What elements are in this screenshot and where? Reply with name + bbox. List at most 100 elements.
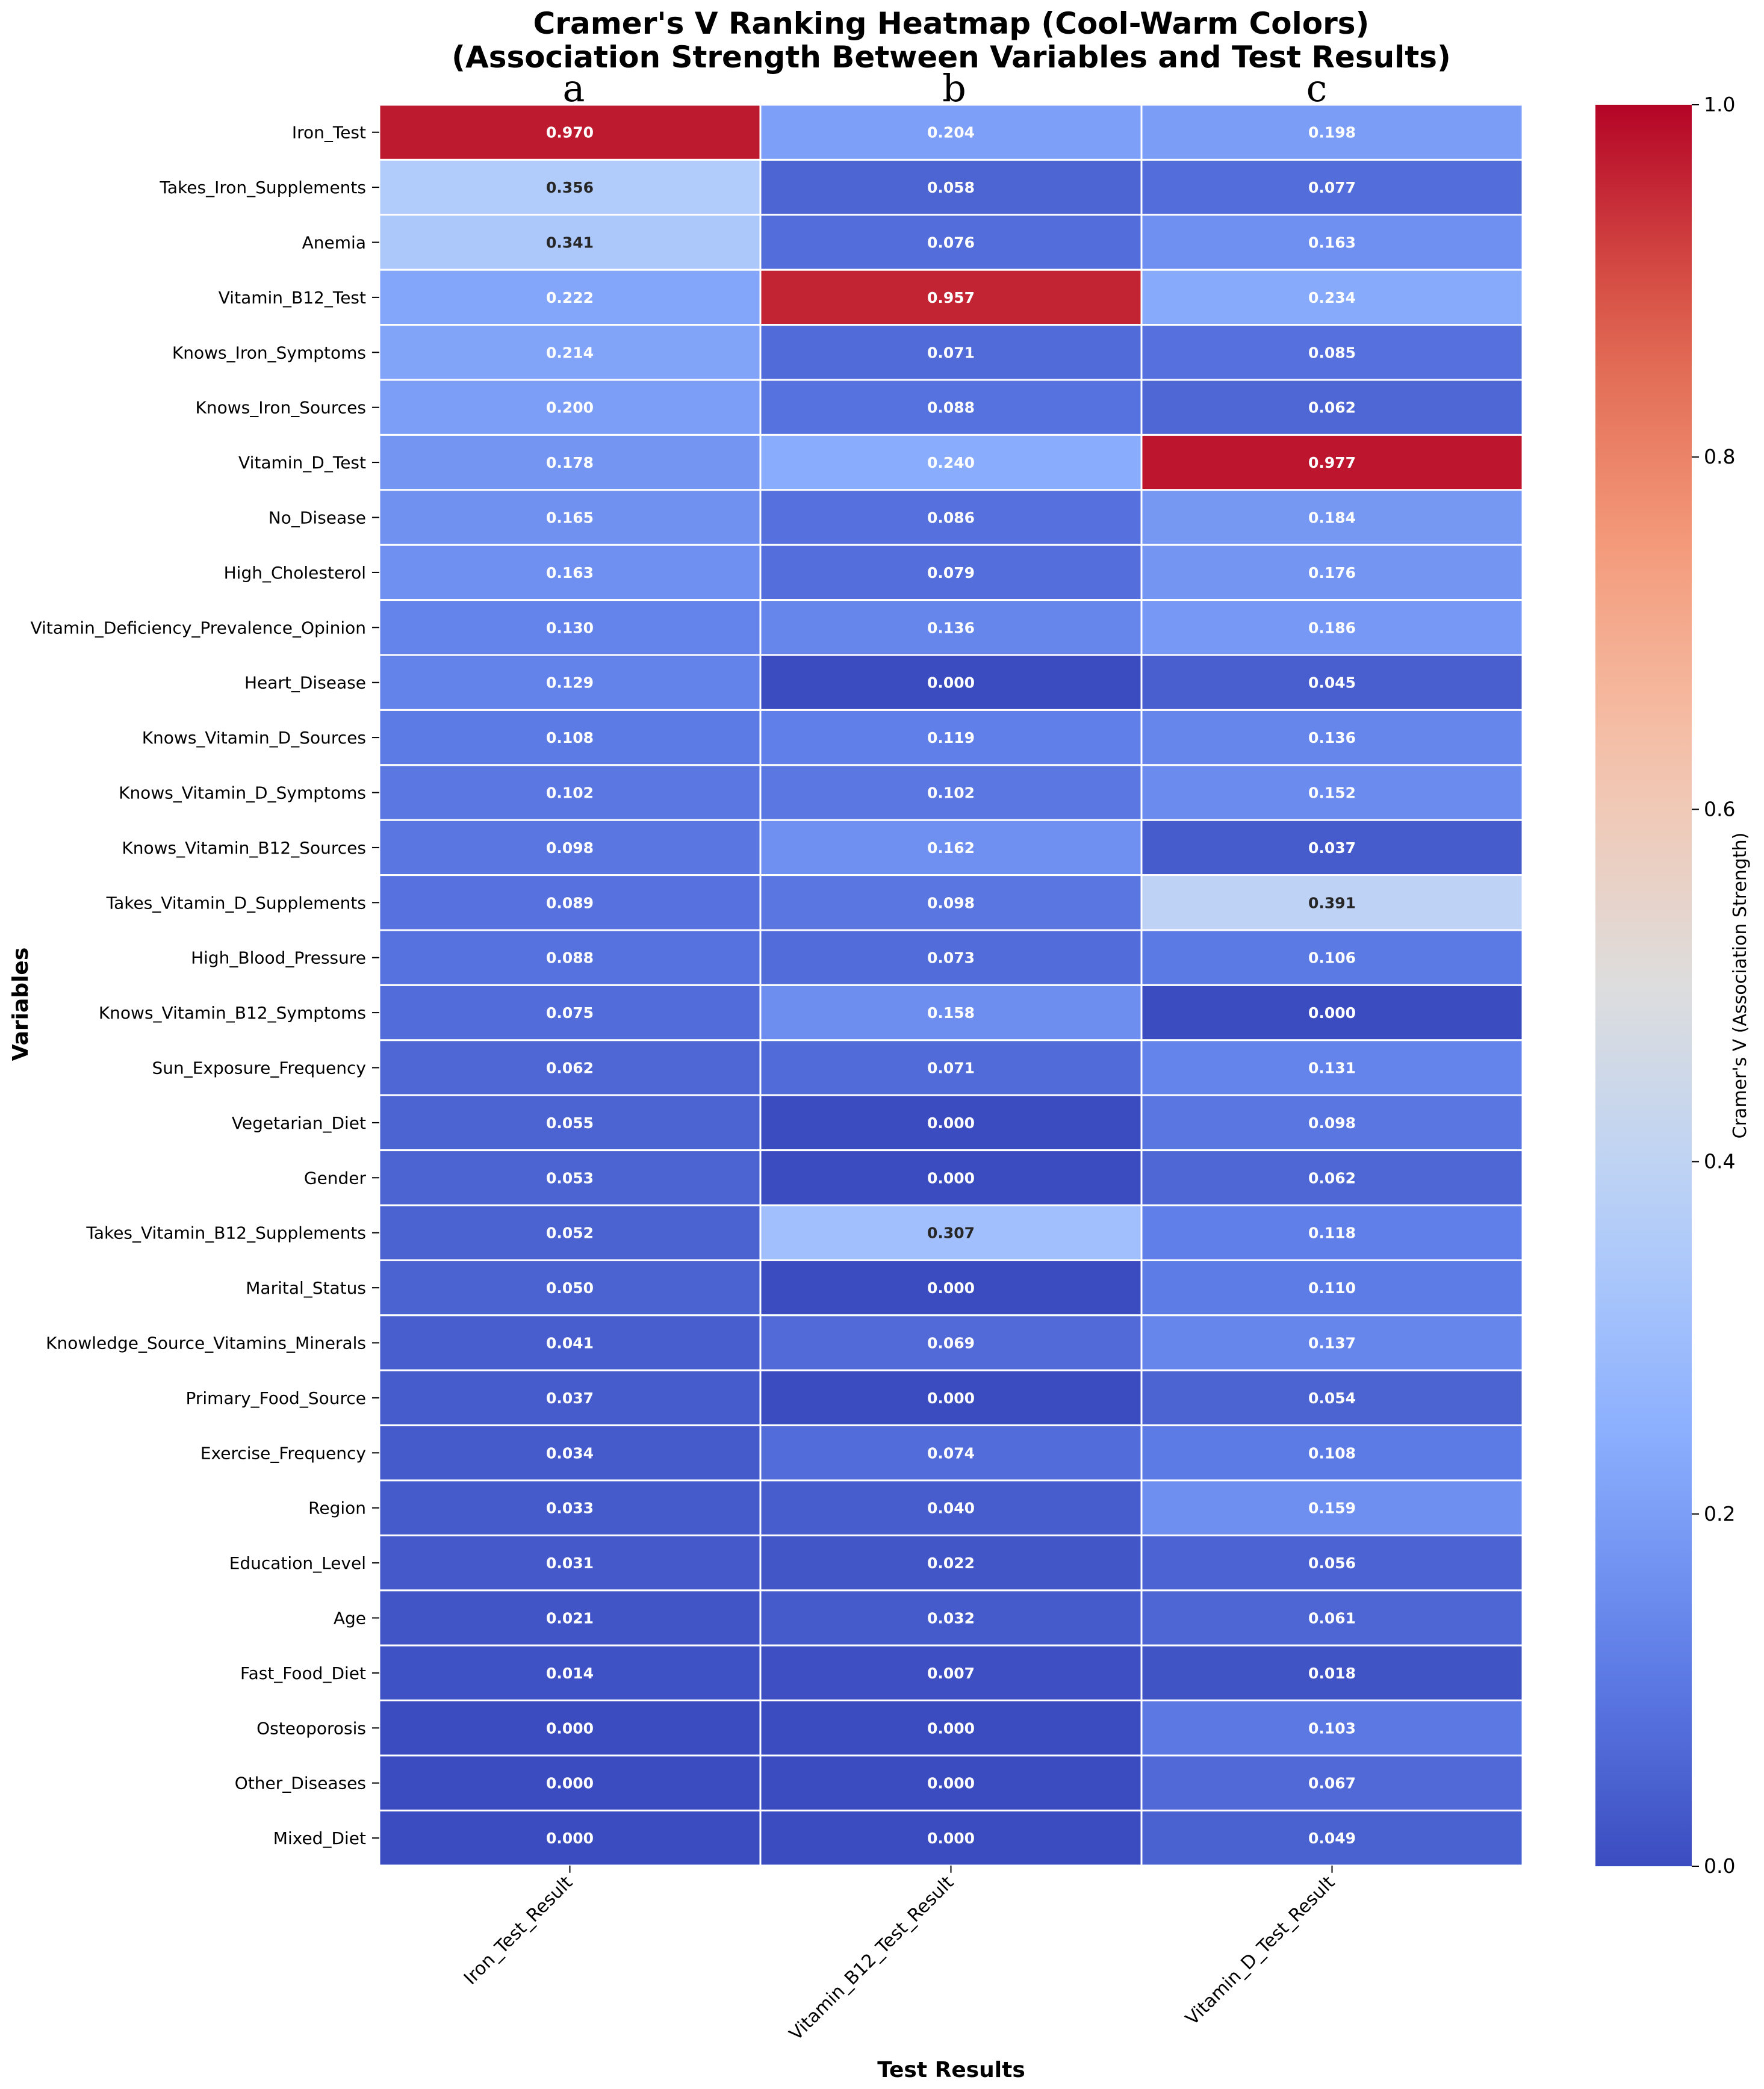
cell-value-label: 0.074	[927, 1444, 975, 1462]
cell-value-label: 0.000	[546, 1775, 594, 1792]
cell-value-label: 0.033	[546, 1500, 594, 1517]
heatmap-cell	[378, 1534, 762, 1592]
cell-value-label: 0.136	[1308, 729, 1356, 747]
row-label: Education_Level	[229, 1553, 366, 1573]
cell-value-label: 0.163	[1308, 234, 1356, 252]
row-label: Knows_Vitamin_B12_Sources	[122, 838, 366, 858]
colorbar-ticks: 0.0 0.2 0.4 0.6 0.8 1.0	[1692, 93, 1735, 1878]
panel-letter-c: c	[1306, 66, 1328, 110]
cell-value-label: 0.071	[927, 1060, 975, 1077]
cell-value-label: 0.040	[927, 1500, 975, 1517]
cell-value-label: 0.130	[546, 619, 594, 636]
heatmap-cell	[1140, 599, 1524, 656]
heatmap-cell	[759, 984, 1143, 1041]
cell-value-label: 0.062	[1308, 399, 1356, 417]
heatmap-cell	[759, 1424, 1143, 1482]
row-label: Takes_Vitamin_D_Supplements	[106, 893, 366, 913]
colorbar-label: Cramer's V (Association Strength)	[1730, 833, 1751, 1139]
cell-value-label: 0.098	[1308, 1114, 1356, 1132]
cell-value-label: 0.176	[1308, 564, 1356, 582]
cell-value-label: 0.021	[546, 1610, 594, 1627]
cell-value-label: 0.032	[927, 1610, 975, 1627]
cell-value-label: 0.136	[927, 619, 975, 636]
cell-value-label: 0.085	[1308, 344, 1356, 361]
cell-value-label: 0.067	[1308, 1775, 1356, 1792]
heatmap-cell	[1140, 158, 1524, 216]
cell-value-label: 0.054	[1308, 1389, 1356, 1407]
chart-title-line-2: (Association Strength Between Variables …	[452, 40, 1451, 75]
cell-value-label: 0.341	[546, 234, 594, 252]
cell-value-label: 0.106	[1308, 949, 1356, 967]
heatmap-cell	[378, 268, 762, 326]
cell-value-label: 0.041	[546, 1335, 594, 1352]
heatmap-cell	[1140, 1259, 1524, 1317]
heatmap-cell	[378, 1699, 762, 1757]
heatmap-cell	[1140, 654, 1524, 711]
cell-value-label: 0.079	[927, 564, 975, 582]
cell-value-label: 0.000	[927, 1114, 975, 1132]
cell-value-label: 0.163	[546, 564, 594, 582]
row-label: High_Cholesterol	[224, 563, 366, 583]
cell-value-label: 0.007	[927, 1665, 975, 1682]
colorbar: 0.0 0.2 0.4 0.6 0.8 1.0 Cramer's V (Associati…	[1595, 93, 1751, 1878]
row-label: Vegetarian_Diet	[232, 1113, 366, 1133]
heatmap-cells: 0.970 0.204 0.198 0.356 0.058 0.077 0.341 0.076…	[378, 104, 1524, 1867]
cell-value-label: 0.108	[546, 729, 594, 747]
cell-value-label: 0.000	[546, 1830, 594, 1847]
cell-value-label: 0.234	[1308, 289, 1356, 306]
cell-value-label: 0.391	[1308, 894, 1356, 911]
heatmap-cell	[1140, 929, 1524, 986]
heatmap-cell	[759, 544, 1143, 601]
row-label: Knows_Vitamin_B12_Symptoms	[99, 1003, 366, 1023]
row-label: Primary_Food_Source	[185, 1388, 366, 1408]
cell-value-label: 0.053	[546, 1169, 594, 1187]
cell-value-label: 0.045	[1308, 674, 1356, 692]
cell-value-label: 0.110	[1308, 1279, 1356, 1297]
heatmap-cell	[1140, 104, 1524, 161]
cell-value-label: 0.018	[1308, 1665, 1356, 1682]
heatmap-cell	[378, 819, 762, 877]
cell-value-label: 0.200	[546, 399, 594, 417]
cell-value-label: 0.137	[1308, 1335, 1356, 1352]
row-label: Knowledge_Source_Vitamins_Minerals	[46, 1333, 366, 1353]
cell-value-label: 0.204	[927, 124, 975, 141]
heatmap-cell	[378, 654, 762, 711]
row-label: Mixed_Diet	[273, 1828, 366, 1848]
cell-value-label: 0.186	[1308, 619, 1356, 636]
heatmap-cell	[1140, 1809, 1524, 1867]
heatmap-cell	[1140, 819, 1524, 877]
cell-value-label: 0.970	[546, 124, 594, 141]
colorbar-tick-label: 0.4	[1704, 1150, 1735, 1173]
cell-value-label: 0.977	[1308, 454, 1356, 471]
heatmap-cell	[378, 1259, 762, 1317]
x-axis-title: Test Results	[877, 2058, 1025, 2082]
cell-value-label: 0.000	[927, 1279, 975, 1297]
cell-value-label: 0.102	[927, 784, 975, 802]
cell-value-label: 0.055	[546, 1114, 594, 1132]
heatmap-cell	[759, 268, 1143, 326]
row-label: High_Blood_Pressure	[191, 948, 366, 968]
cell-value-label: 0.129	[546, 674, 594, 692]
row-label: Age	[334, 1609, 366, 1628]
cell-value-label: 0.098	[927, 894, 975, 911]
row-label: Marital_Status	[246, 1278, 366, 1298]
heatmap-cell	[1140, 1589, 1524, 1647]
heatmap-cell	[1140, 489, 1524, 546]
cell-value-label: 0.077	[1308, 179, 1356, 196]
row-label: Fast_Food_Diet	[240, 1663, 366, 1683]
row-label: Knows_Vitamin_D_Symptoms	[119, 783, 366, 803]
cell-value-label: 0.022	[927, 1554, 975, 1572]
heatmap-cell	[1140, 1644, 1524, 1702]
row-label: Anemia	[302, 233, 366, 253]
cell-value-label: 0.037	[1308, 839, 1356, 857]
cell-value-label: 0.159	[1308, 1500, 1356, 1517]
cell-value-label: 0.108	[1308, 1444, 1356, 1462]
cell-value-label: 0.088	[546, 949, 594, 967]
cell-value-label: 0.162	[927, 839, 975, 857]
heatmap-cell	[1140, 874, 1524, 931]
cell-value-label: 0.356	[546, 179, 594, 196]
heatmap-cell	[1140, 1424, 1524, 1482]
cell-value-label: 0.076	[927, 234, 975, 252]
cell-value-label: 0.049	[1308, 1830, 1356, 1847]
row-label: Knows_Iron_Sources	[195, 398, 366, 418]
